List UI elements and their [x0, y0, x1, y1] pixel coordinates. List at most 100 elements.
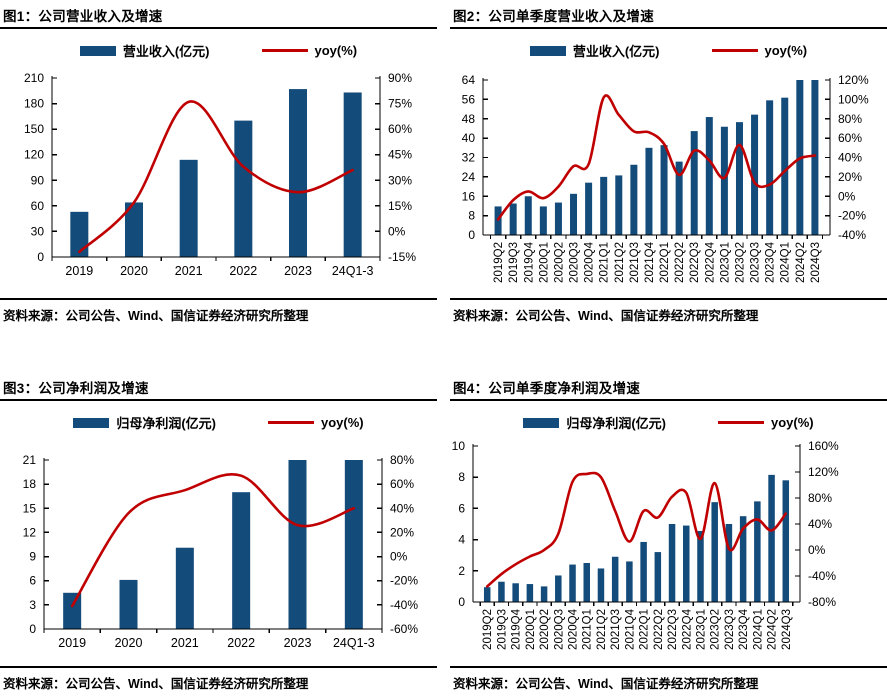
legend-item-line: yoy(%)	[711, 43, 807, 58]
bar	[766, 100, 774, 235]
x-axis-category-label: 2024Q3	[781, 609, 793, 650]
bar	[125, 202, 143, 257]
x-axis-category-label: 2021Q1	[582, 609, 594, 650]
right-axis-tick-label: -40%	[838, 228, 866, 242]
left-axis-tick-label: 24	[462, 170, 476, 184]
source-note: 资料来源：公司公告、Wind、国信证券经济研究所整理	[453, 677, 759, 691]
x-axis-category-label: 2021Q3	[610, 609, 622, 650]
bar	[483, 587, 491, 602]
left-axis-tick-label: 2	[458, 564, 465, 578]
x-axis-category-label: 2024Q1	[752, 609, 764, 650]
right-axis-tick-label: -20%	[838, 209, 866, 223]
bar	[720, 126, 728, 235]
right-axis-tick-label: 80%	[808, 491, 832, 505]
right-axis-tick-label: -40%	[808, 569, 836, 583]
bar	[597, 568, 605, 602]
tick-labels: 0 30 60 90 120 150 180 210 -15% 0% 15% 30% 45% 60% 75%…	[24, 71, 416, 278]
left-axis-tick-label: 0	[37, 250, 44, 264]
bar	[811, 80, 819, 235]
yoy-line	[70, 473, 356, 608]
bar	[540, 586, 548, 602]
line-legend-swatch	[268, 421, 315, 424]
x-axis-category-label: 2021	[171, 636, 199, 650]
legend-item-line: yoy(%)	[268, 415, 364, 430]
left-axis-tick-label: 32	[462, 151, 476, 165]
left-axis-tick-label: 9	[29, 550, 36, 564]
x-axis-category-label: 2021Q2	[614, 242, 626, 283]
left-axis-tick-label: 30	[31, 224, 45, 238]
right-axis-tick-label: -20%	[390, 574, 418, 588]
bar-legend-label: 营业收入(亿元)	[122, 44, 210, 59]
bar	[654, 552, 662, 602]
x-axis-category-label: 2021Q3	[629, 242, 641, 283]
x-axis-category-label: 2020Q3	[553, 609, 565, 650]
axes	[472, 444, 801, 606]
bar	[768, 474, 775, 602]
right-axis-tick-label: -40%	[390, 598, 418, 612]
line-legend-swatch	[718, 421, 765, 424]
left-axis-tick-label: 16	[462, 189, 476, 203]
right-axis-tick-label: 60%	[388, 122, 412, 136]
bar-series	[494, 80, 819, 235]
bar	[524, 196, 532, 235]
right-axis-tick-label: 60%	[838, 131, 862, 145]
x-axis-category-label: 2023Q2	[710, 609, 722, 650]
right-axis-tick-label: 60%	[390, 477, 414, 491]
bar	[615, 175, 623, 235]
source-rule	[0, 298, 437, 300]
legend: 归母净利润(亿元) yoy(%)	[450, 413, 887, 432]
bar	[645, 147, 653, 235]
x-axis-category-label: 2024Q2	[795, 242, 807, 283]
bar	[782, 480, 790, 602]
bar-series	[483, 474, 790, 602]
right-axis-tick-label: -80%	[808, 595, 836, 609]
left-axis-tick-label: 40	[462, 131, 476, 145]
x-axis-category-label: 2023	[284, 636, 312, 650]
bar-legend-swatch	[529, 45, 566, 56]
x-axis-category-label: 2021Q4	[644, 241, 656, 283]
source-rule	[0, 666, 437, 668]
figure-title: 图2：公司单季度营业收入及增速	[453, 9, 655, 24]
left-axis-tick-label: 90	[31, 173, 45, 187]
bar	[498, 581, 505, 602]
bar-legend-label: 营业收入(亿元)	[572, 44, 660, 59]
source-rule	[450, 666, 887, 668]
right-axis-tick-label: 15%	[388, 199, 412, 213]
x-axis-category-label: 2020Q1	[538, 242, 550, 283]
bar	[526, 584, 534, 602]
bar	[289, 89, 307, 257]
bar-series	[70, 89, 362, 257]
source-note: 资料来源：公司公告、Wind、国信证券经济研究所整理	[3, 309, 309, 323]
bar	[512, 583, 519, 602]
bar	[675, 161, 683, 235]
title-rule	[0, 399, 437, 401]
bar	[739, 516, 747, 602]
x-axis-category-label: 2019	[65, 264, 93, 278]
figure-4-quarterly-net-profit: 图4：公司单季度净利润及增速 归母净利润(亿元) yoy(%) 0 2 4 6 8 10 -…	[450, 372, 887, 697]
legend: 营业收入(亿元) yoy(%)	[450, 41, 887, 60]
right-axis-tick-label: 75%	[388, 97, 412, 111]
right-axis-tick-label: 40%	[808, 517, 832, 531]
right-axis-tick-label: 0%	[838, 189, 856, 203]
right-axis-tick-label: 120%	[838, 73, 869, 87]
x-axis-category-label: 2023Q1	[719, 242, 731, 283]
line-legend-swatch	[711, 49, 758, 52]
left-axis-tick-label: 48	[462, 112, 476, 126]
left-axis-tick-label: 210	[24, 71, 44, 85]
bar	[539, 206, 547, 235]
bar	[234, 120, 253, 257]
left-axis-tick-label: 60	[31, 199, 45, 213]
right-axis-tick-label: 40%	[390, 501, 414, 515]
legend-item-line: yoy(%)	[261, 43, 357, 58]
x-axis-category-label: 2023Q2	[734, 242, 746, 283]
legend-item-bar: 归母净利润(亿元)	[523, 413, 666, 432]
left-axis-tick-label: 10	[452, 439, 466, 453]
x-axis-category-label: 2019Q4	[523, 241, 535, 283]
axes	[482, 78, 831, 239]
right-axis-tick-label: 0%	[390, 550, 408, 564]
bar	[640, 541, 647, 602]
bar	[63, 592, 82, 629]
legend-item-bar: 归母净利润(亿元)	[73, 413, 216, 432]
